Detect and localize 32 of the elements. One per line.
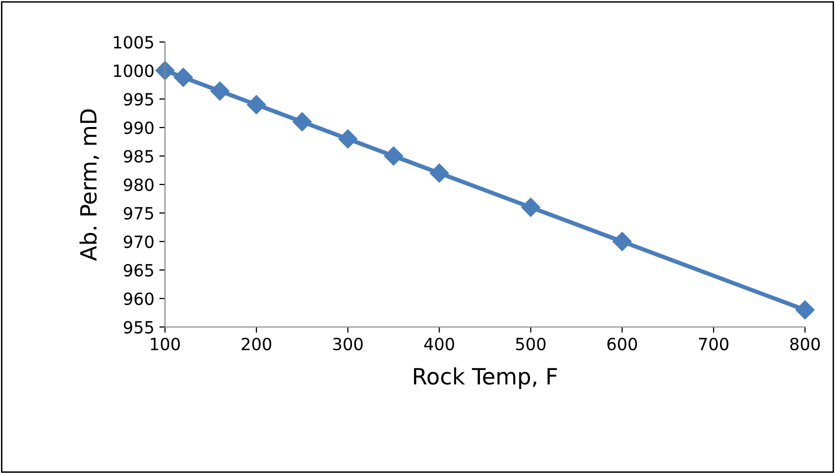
x-tick-label: 500 bbox=[516, 338, 546, 350]
x-tick-label: 700 bbox=[699, 338, 728, 350]
y-tick-label: 985 bbox=[124, 150, 154, 163]
point bbox=[246, 95, 266, 114]
y-tick-label: 990 bbox=[124, 121, 154, 134]
y-tick-label: 955 bbox=[124, 320, 154, 334]
y-tick-label: 995 bbox=[124, 92, 154, 106]
point bbox=[174, 68, 193, 87]
point bbox=[430, 164, 449, 183]
point bbox=[155, 60, 175, 80]
y-tick-label: 960 bbox=[124, 292, 154, 306]
y-axis-title: Ab. Perm, mD bbox=[80, 109, 100, 261]
y-tick-label: 975 bbox=[124, 206, 154, 220]
point bbox=[292, 112, 312, 132]
x-tick-label: 800 bbox=[790, 338, 820, 350]
point bbox=[210, 81, 230, 101]
x-axis-title: Rock Temp, F bbox=[414, 367, 557, 389]
x-tick-label: 100 bbox=[150, 338, 180, 350]
y-tick-label: 970 bbox=[124, 235, 154, 248]
x-tick-label: 300 bbox=[333, 338, 363, 350]
y-tick-label: 1005 bbox=[114, 36, 154, 49]
y-tick-label: 965 bbox=[124, 264, 154, 277]
y-tick-label: 1000 bbox=[114, 64, 154, 78]
point bbox=[384, 146, 404, 166]
x-tick-label: 200 bbox=[242, 338, 272, 350]
x-tick-label: 400 bbox=[424, 338, 454, 350]
point bbox=[338, 129, 358, 148]
x-tick-label: 600 bbox=[607, 338, 637, 350]
point bbox=[795, 300, 815, 320]
point bbox=[612, 232, 632, 252]
y-tick-label: 980 bbox=[124, 178, 154, 192]
point bbox=[521, 198, 540, 217]
